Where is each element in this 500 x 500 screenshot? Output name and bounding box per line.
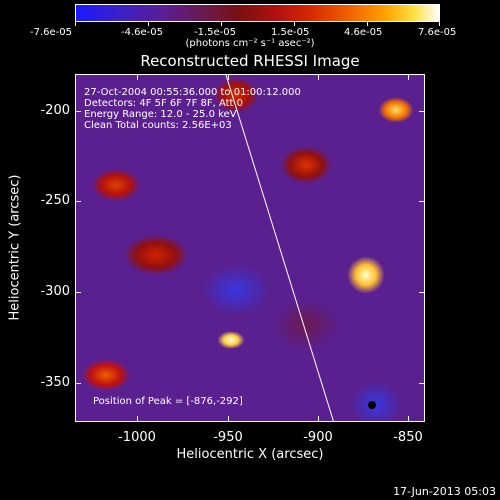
- colorbar-tick-label: 7.6e-05: [418, 27, 457, 38]
- x-tick: [137, 74, 138, 80]
- solar-limb-line: [225, 75, 376, 421]
- y-axis-title: Heliocentric Y (arcsec): [7, 174, 23, 321]
- y-tick-label: -200: [40, 103, 70, 118]
- x-tick: [228, 416, 229, 422]
- x-tick: [318, 416, 319, 422]
- colorbar-tick: [75, 22, 76, 26]
- colorbar-tick-label: 1.5e-05: [271, 27, 310, 38]
- y-tick-label: -300: [40, 284, 70, 299]
- y-tick: [75, 111, 81, 112]
- footer-date: 17-Jun-2013 05:03: [393, 485, 496, 498]
- colorbar-tick-label: -1.5e-05: [194, 27, 236, 38]
- x-axis-title: Heliocentric X (arcsec): [176, 447, 324, 462]
- colorbar-tick: [367, 22, 368, 26]
- colorbar-tick: [148, 22, 149, 26]
- y-tick: [419, 201, 425, 202]
- peak-position-label: Position of Peak = [-876,-292]: [93, 396, 243, 407]
- colorbar-tick: [294, 22, 295, 26]
- y-tick: [419, 292, 425, 293]
- annotation-clean: Clean Total counts: 2.56E+03: [84, 120, 232, 131]
- x-tick-label: -900: [303, 430, 333, 445]
- dark-spot: [368, 401, 376, 409]
- rhessi-image: 27-Oct-2004 00:55:36.000 to 01:00:12.000…: [75, 74, 425, 422]
- x-tick: [228, 74, 229, 80]
- y-tick-label: -350: [40, 375, 70, 390]
- colorbar-tick-label: -7.6e-05: [30, 27, 72, 38]
- annotation-detectors: Detectors: 4F 5F 6F 7F 8F, Att 0: [84, 98, 244, 109]
- colorbar-tick: [439, 22, 440, 26]
- colorbar-tick: [221, 22, 222, 26]
- y-tick-label: -250: [40, 193, 70, 208]
- x-tick: [408, 74, 409, 80]
- colorbar-tick-label: -4.6e-05: [121, 27, 163, 38]
- y-tick: [419, 383, 425, 384]
- annotation-time: 27-Oct-2004 00:55:36.000 to 01:00:12.000: [84, 87, 301, 98]
- colorbar: [75, 4, 440, 22]
- colorbar-tick-label: 4.6e-05: [344, 27, 383, 38]
- plot-title: Reconstructed RHESSI Image: [140, 52, 360, 70]
- x-tick-label: -850: [393, 430, 423, 445]
- annotation-energy: Energy Range: 12.0 - 25.0 keV: [84, 109, 237, 120]
- x-tick: [318, 74, 319, 80]
- x-tick: [408, 416, 409, 422]
- y-tick: [75, 201, 81, 202]
- y-tick: [75, 383, 81, 384]
- y-tick: [75, 292, 81, 293]
- y-tick: [419, 111, 425, 112]
- x-tick-label: -1000: [118, 430, 156, 445]
- x-tick-label: -950: [213, 430, 243, 445]
- x-tick: [137, 416, 138, 422]
- colorbar-units: (photons cm⁻² s⁻¹ asec⁻²): [185, 38, 315, 49]
